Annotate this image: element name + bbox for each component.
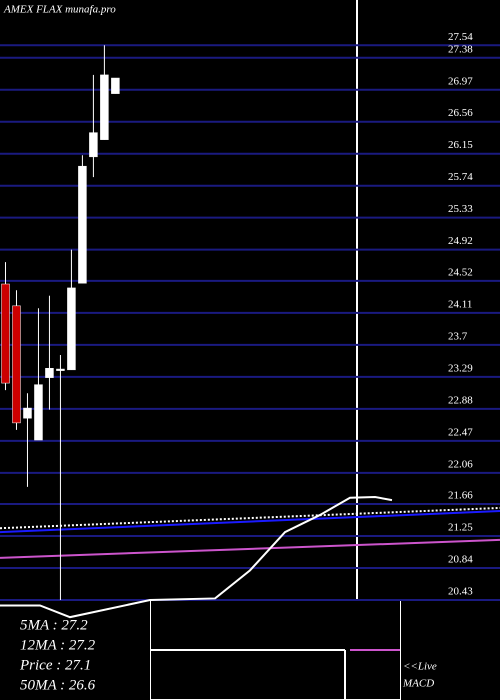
candle-body [23,407,32,419]
y-tick-label: 26.15 [448,139,473,151]
y-tick-label: 27.54 [448,31,473,43]
y-tick-label: 24.92 [448,235,473,247]
legend-text: 5MA : 27.2 [20,617,88,633]
candle-body [100,74,109,140]
overlay-line [0,538,500,559]
y-tick-label: 23.29 [448,362,473,374]
y-tick-label: 21.66 [448,490,473,502]
y-tick-label: 25.74 [448,171,473,183]
candle-body [111,77,120,94]
candle-body [12,305,21,424]
candle-body [89,132,98,158]
candle-body [1,283,10,384]
y-tick-label: 22.88 [448,394,473,406]
y-tick-label: 25.33 [448,203,473,215]
legend-text: 50MA : 26.6 [20,677,96,693]
legend-text: Price : 27.1 [19,657,91,673]
candle-body [34,384,43,441]
y-tick-label: 24.52 [448,266,473,278]
y-tick-label: 22.47 [448,426,473,438]
chart-title: AMEX FLAX munafa.pro [3,4,116,16]
macd-label: <<Live [403,661,437,673]
macd-label: MACD [402,678,434,690]
y-tick-label: 27.38 [448,43,473,55]
y-tick-label: 21.25 [448,522,473,534]
overlay-line [0,506,500,530]
candle-body [56,368,65,371]
y-tick-label: 26.97 [448,75,473,87]
candle-body [67,287,76,371]
y-tick-label: 20.43 [448,586,473,598]
candle-body [78,165,87,284]
legend-text: 12MA : 27.2 [20,637,96,653]
y-tick-label: 20.84 [448,554,473,566]
y-tick-label: 24.11 [448,298,472,310]
overlay-line [0,496,393,619]
overlay-line [0,510,500,534]
y-tick-label: 22.06 [448,458,473,470]
legend-box [0,606,150,700]
y-tick-label: 23.7 [448,330,468,342]
candle-body [45,368,54,378]
y-tick-label: 26.56 [448,107,473,119]
